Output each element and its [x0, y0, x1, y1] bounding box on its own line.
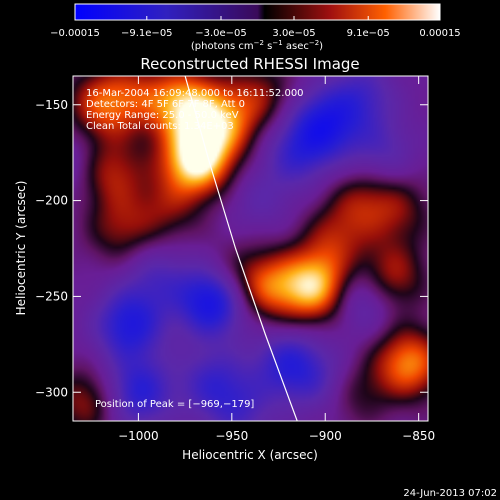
info-clean-counts: Clean Total counts: 1.34E+03	[86, 121, 234, 132]
y-tick-label: −250	[35, 289, 68, 303]
solar-limb-line	[184, 76, 298, 421]
peak-position-label: Position of Peak = [−969,−179]	[95, 399, 254, 410]
x-tick-label: −850	[402, 429, 435, 443]
colorbar-tick-label: −9.1e−05	[121, 28, 173, 39]
colorbar-tick-label: 3.0e−05	[272, 28, 315, 39]
y-tick-label: −200	[35, 194, 68, 208]
y-axis-label: Heliocentric Y (arcsec)	[14, 181, 28, 316]
footer-timestamp: 24-Jun-2013 07:02	[403, 488, 497, 499]
colorbar	[74, 3, 441, 21]
plot-frame	[72, 75, 429, 422]
x-tick-label: −950	[215, 429, 248, 443]
chart-title: Reconstructed RHESSI Image	[140, 55, 359, 73]
x-axis-label: Heliocentric X (arcsec)	[182, 448, 318, 462]
heatmap-image	[73, 76, 428, 421]
colorbar-units: (photons cm−2 s−1 asec−2)	[191, 39, 323, 52]
colorbar-tick-label: −0.00015	[50, 28, 100, 39]
axis-ticks: −1000 −950 −900 −850 −150 −200 −250 −300	[35, 76, 435, 443]
colorbar-tick-label: −3.0e−05	[195, 28, 247, 39]
info-time-range: 16-Mar-2004 16:09:48.000 to 16:11:52.000	[86, 88, 304, 99]
y-tick-label: −150	[35, 98, 68, 112]
colorbar-tick-label: 9.1e−05	[347, 28, 390, 39]
x-tick-label: −900	[309, 429, 342, 443]
colorbar-ticks: −0.00015 −9.1e−05 −3.0e−05 3.0e−05 9.1e−05 0.…	[50, 16, 461, 39]
info-panel: 16-Mar-2004 16:09:48.000 to 16:11:52.000…	[86, 88, 304, 132]
colorbar-tick-label: 0.00015	[419, 28, 460, 39]
y-tick-label: −300	[35, 385, 68, 399]
info-detectors: Detectors: 4F 5F 6F 7F 8F, Att 0	[86, 99, 245, 110]
info-energy-range: Energy Range: 25.0 - 50.0 keV	[86, 110, 239, 121]
x-tick-label: −1000	[118, 429, 159, 443]
